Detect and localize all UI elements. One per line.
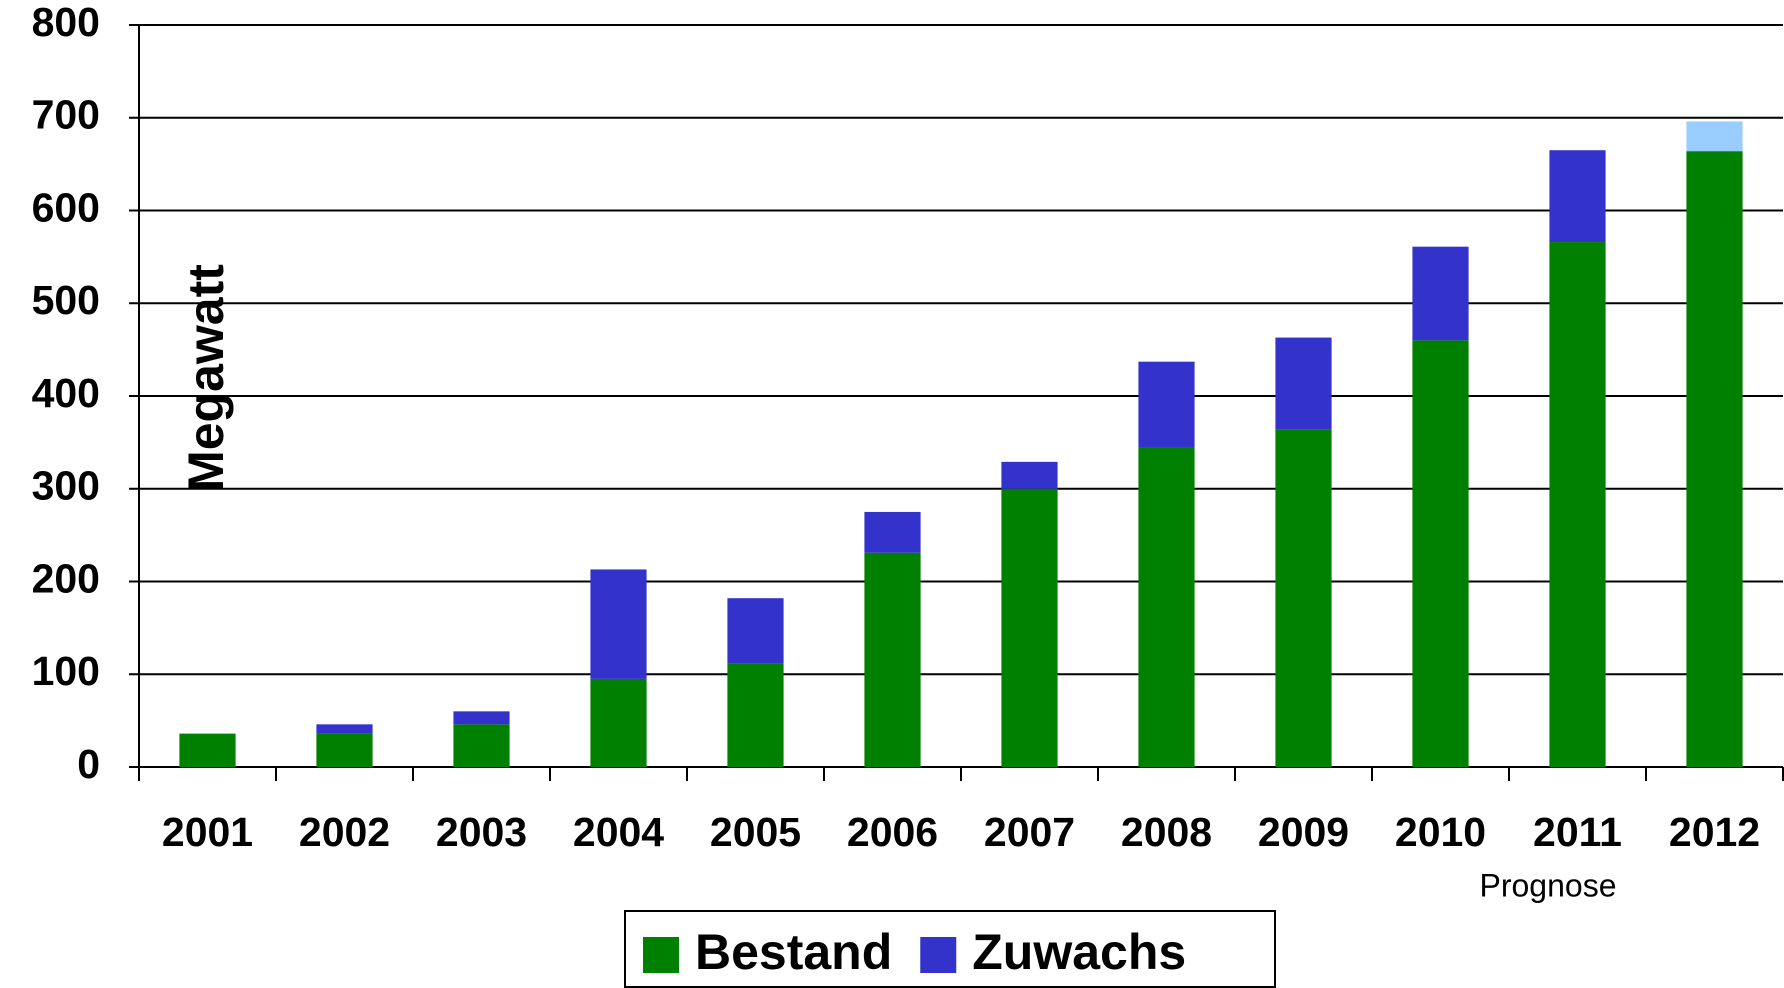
bar-segment (727, 663, 784, 767)
bar-segment (453, 711, 510, 725)
bar-segment (864, 511, 921, 553)
x-tick-label: 2002 (299, 809, 390, 855)
legend-label: Bestand (695, 924, 892, 980)
bar-segment (316, 733, 373, 767)
y-tick-label: 400 (32, 370, 100, 416)
y-tick-label: 600 (32, 184, 100, 230)
x-tick-label: 2005 (710, 809, 801, 855)
y-tick-label: 800 (32, 0, 100, 45)
y-tick-label: 0 (77, 741, 100, 787)
x-tick-label: 2001 (162, 809, 253, 855)
y-tick-label: 500 (32, 277, 100, 323)
x-tick-label: 2007 (984, 809, 1075, 855)
bar-segment (864, 552, 921, 767)
bar-segment (453, 724, 510, 767)
bar-segment (1412, 340, 1469, 767)
bar-segment (316, 724, 373, 734)
bar-segment (1275, 429, 1332, 767)
legend-swatch (643, 937, 679, 973)
bar-segment (590, 678, 647, 767)
bar-segment (179, 733, 236, 767)
x-tick-label: 2004 (573, 809, 664, 855)
x-tick-label: 2010 (1395, 809, 1486, 855)
bar-segment (1549, 150, 1606, 243)
bar-segment (1412, 246, 1469, 341)
x-tick-label: 2009 (1258, 809, 1349, 855)
bar-segment (1686, 151, 1743, 767)
bar-segment (1001, 488, 1058, 767)
legend-swatch (920, 937, 957, 973)
bar-segment (1138, 361, 1195, 448)
bar-segment (727, 598, 784, 664)
y-tick-label: 700 (32, 92, 100, 138)
y-tick-label: 300 (32, 463, 100, 509)
y-tick-label: 100 (32, 648, 100, 694)
bar-segment (1001, 461, 1058, 489)
bar-segment (1549, 242, 1606, 767)
bar-segment (1138, 447, 1195, 767)
bar-segment (590, 569, 647, 679)
annotation: Prognose (1480, 867, 1617, 903)
legend-label: Zuwachs (972, 924, 1186, 980)
bar-segment (1275, 337, 1332, 430)
y-tick-label: 200 (32, 555, 100, 601)
bar-segment (1686, 121, 1743, 152)
x-tick-label: 2006 (847, 809, 938, 855)
x-tick-label: 2008 (1121, 809, 1212, 855)
x-tick-label: 2012 (1669, 809, 1760, 855)
x-tick-label: 2011 (1533, 809, 1622, 855)
x-tick-label: 2003 (436, 809, 527, 855)
y-axis-label: Megawatt (178, 264, 234, 492)
